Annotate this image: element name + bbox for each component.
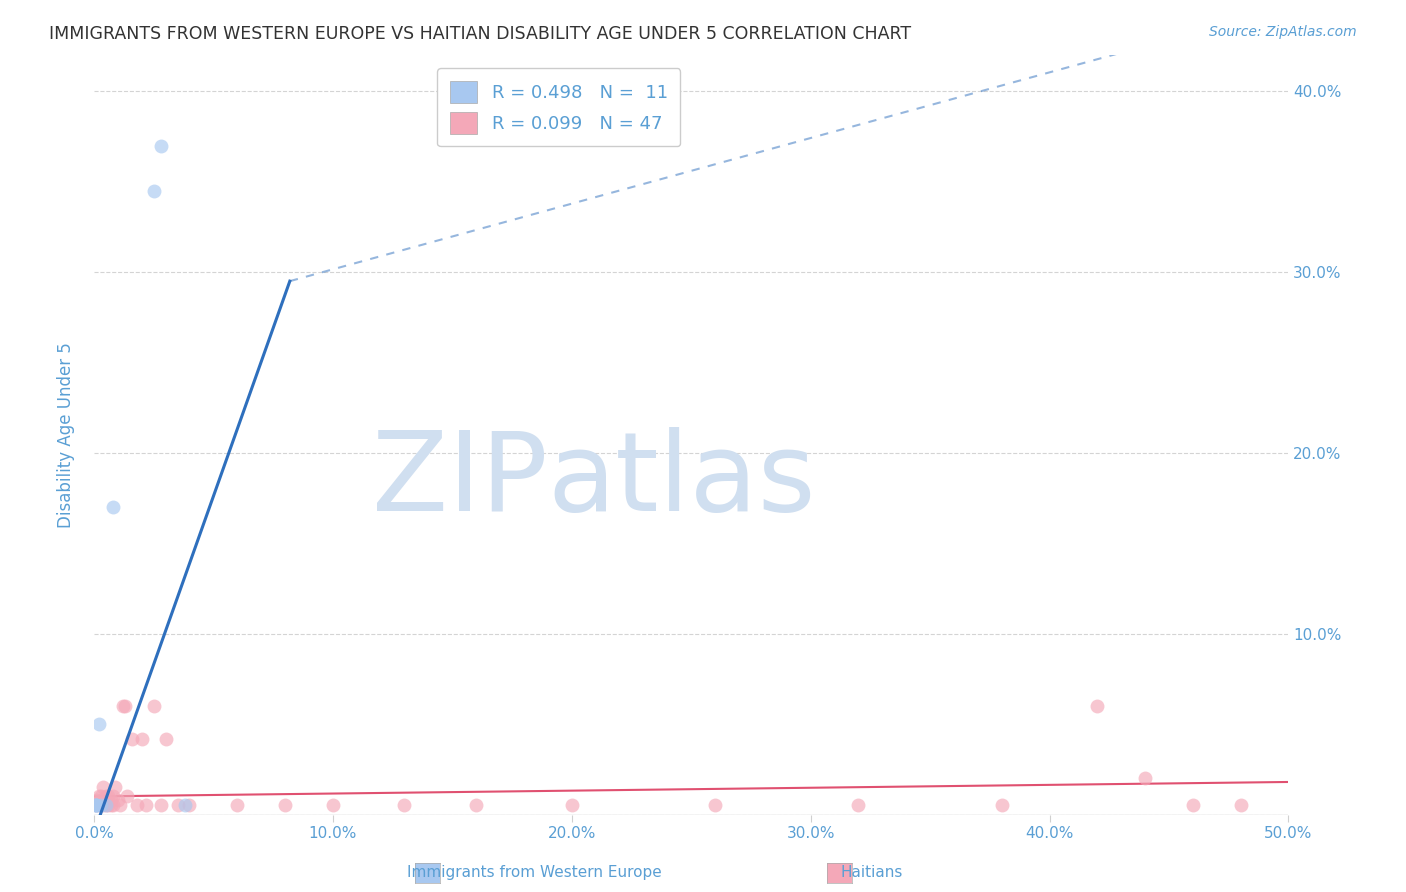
Point [94,793,117,807]
Point [155,731,177,746]
Point [1229,798,1251,813]
Point [121,731,143,746]
Text: Source: ZipAtlas.com: Source: ZipAtlas.com [1209,25,1357,39]
Point [104,780,127,795]
Point [561,798,583,813]
Point [394,798,416,813]
Point [135,798,157,813]
Point [117,789,139,804]
Point [107,793,129,807]
Point [100,798,122,813]
Point [108,798,131,813]
Point [149,798,172,813]
Point [1085,699,1108,714]
Point [142,184,165,198]
Y-axis label: Disability Age Under 5: Disability Age Under 5 [58,342,75,528]
Text: Immigrants from Western Europe: Immigrants from Western Europe [406,865,662,880]
Text: IMMIGRANTS FROM WESTERN EUROPE VS HAITIAN DISABILITY AGE UNDER 5 CORRELATION CHA: IMMIGRANTS FROM WESTERN EUROPE VS HAITIA… [49,25,911,43]
Legend: R = 0.498   N =  11, R = 0.099   N = 47: R = 0.498 N = 11, R = 0.099 N = 47 [437,68,681,146]
Point [86,798,108,813]
Point [465,798,488,813]
Text: ZIP: ZIP [373,427,548,534]
Point [114,699,136,714]
Text: atlas: atlas [548,427,817,534]
Point [87,789,110,804]
Point [90,798,112,813]
Point [173,798,195,813]
Point [322,798,344,813]
Point [149,138,172,153]
Point [1181,798,1204,813]
Point [111,699,134,714]
Point [90,793,112,807]
Point [1133,772,1156,786]
Point [86,798,108,813]
Point [93,780,115,795]
Point [848,798,870,813]
Point [86,798,108,813]
Point [86,798,108,813]
Point [131,731,153,746]
Point [97,798,120,813]
Point [97,789,120,804]
Point [274,798,297,813]
Point [226,798,249,813]
Point [101,798,124,813]
Point [125,798,148,813]
Point [87,717,110,731]
Point [94,798,117,813]
Point [90,789,112,804]
Point [86,793,108,807]
Point [86,798,108,813]
Point [101,789,124,804]
Point [179,798,201,813]
Point [87,798,110,813]
Point [94,798,117,813]
Point [93,793,115,807]
Point [100,793,122,807]
Point [101,500,124,515]
Point [94,789,117,804]
Point [704,798,727,813]
Point [142,699,165,714]
Point [166,798,188,813]
Point [990,798,1012,813]
Text: Haitians: Haitians [841,865,903,880]
Point [93,798,115,813]
Point [90,798,112,813]
